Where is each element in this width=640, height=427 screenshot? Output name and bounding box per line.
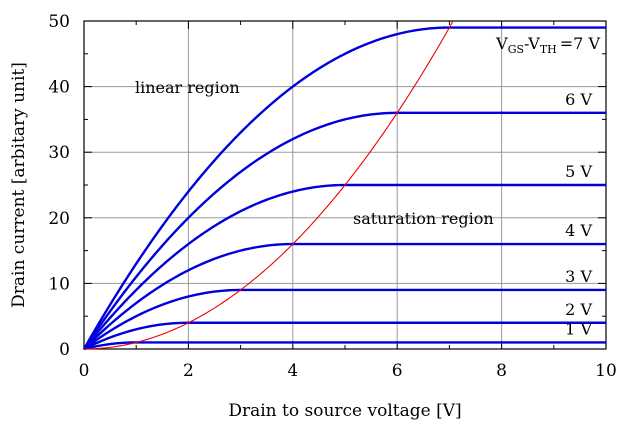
series-labels: 1 V2 V 3 V 4 V 5 V 6 V	[565, 90, 592, 339]
series-group	[82, 26, 606, 351]
top-series-label: VGS-VTH =7 V	[495, 34, 600, 56]
series-line-6v	[83, 111, 606, 350]
x-tick-label: 10	[595, 361, 617, 381]
series-line-4v	[83, 242, 606, 350]
saturation-region-annotation: saturation region	[353, 209, 494, 228]
series-line-7v	[82, 26, 606, 350]
x-axis-label: Drain to source voltage [V]	[228, 401, 461, 421]
y-tick-label: 20	[48, 209, 70, 229]
y-tick-label: 50	[48, 12, 70, 32]
saturation-boundary-curve	[83, 20, 454, 350]
y-tick-label: 10	[48, 274, 70, 294]
tick-marks	[83, 20, 607, 350]
grid	[84, 21, 606, 349]
x-tick-label: 4	[287, 361, 298, 381]
x-tick-label: 6	[392, 361, 403, 381]
series-label-5v: 5 V	[565, 162, 592, 181]
series-label-1v: 1 V	[565, 319, 592, 338]
x-tick-label: 2	[183, 361, 194, 381]
x-tick-labels: 0 2 4 6 8 10	[79, 361, 617, 381]
series-line-2v	[83, 321, 606, 351]
series-label-3v: 3 V	[565, 267, 592, 286]
x-tick-label: 8	[496, 361, 507, 381]
x-tick-label: 0	[79, 361, 90, 381]
y-tick-label: 0	[59, 340, 70, 360]
series-label-6v: 6 V	[565, 90, 592, 109]
series-label-2v: 2 V	[565, 300, 592, 319]
linear-region-annotation: linear region	[135, 78, 240, 97]
series-label-4v: 4 V	[565, 221, 592, 240]
series-line-3v	[83, 288, 606, 350]
y-tick-label: 30	[48, 143, 70, 163]
y-tick-label: 40	[48, 78, 70, 98]
y-tick-labels: 0 10 20 30 40 50	[48, 12, 70, 360]
series-line-1v	[83, 341, 606, 351]
y-axis-label: Drain current [arbitary unit]	[9, 62, 29, 308]
